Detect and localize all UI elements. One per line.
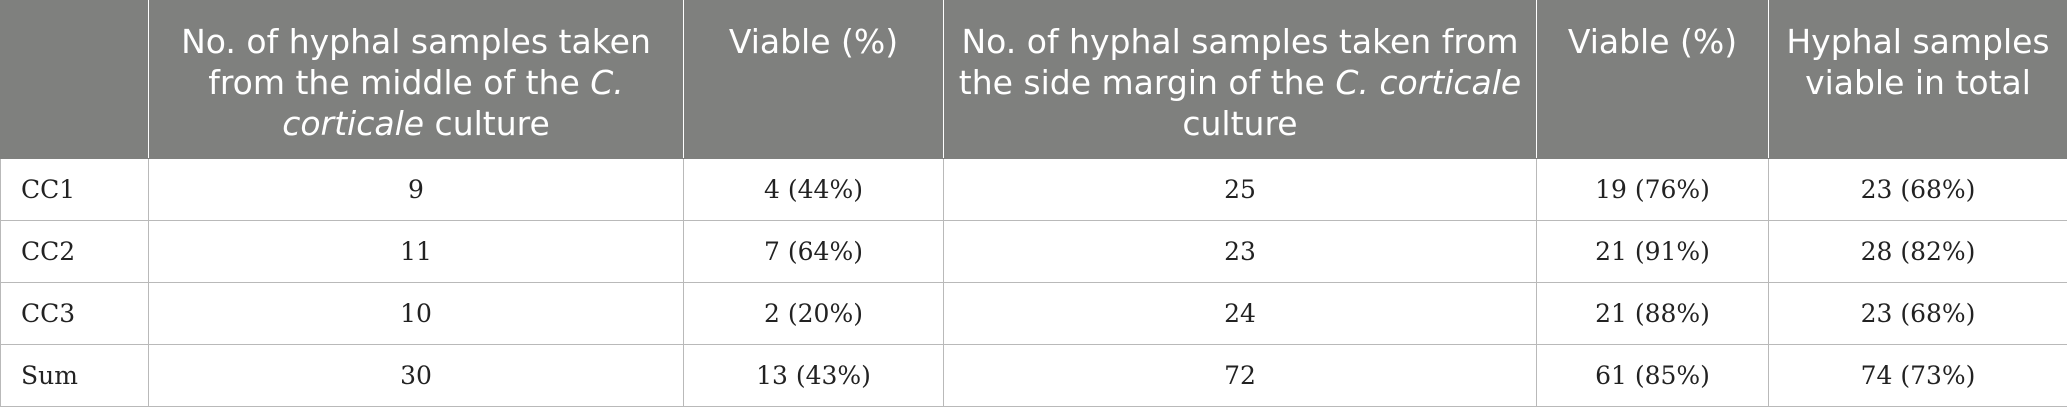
- row-label-cell: Sum: [0, 344, 149, 407]
- table-cell: 2 (20%): [683, 282, 944, 345]
- header-cell-row-label: [0, 0, 149, 159]
- header-cell-margin-viable: Viable (%): [1536, 0, 1769, 159]
- table-cell: 7 (64%): [683, 220, 944, 283]
- table-cell: 13 (43%): [683, 344, 944, 407]
- table-header: No. of hyphal samples taken from the mid…: [0, 0, 2067, 159]
- row-label-cell: CC1: [0, 158, 149, 221]
- viability-table: No. of hyphal samples taken from the mid…: [0, 0, 2067, 407]
- table-cell: 21 (88%): [1536, 282, 1769, 345]
- table-body: CC1 9 4 (44%) 25 19 (76%) 23 (68%) CC2 1…: [0, 158, 2067, 407]
- table-cell: 10: [148, 282, 684, 345]
- table-cell: 30: [148, 344, 684, 407]
- row-label-cell: CC2: [0, 220, 149, 283]
- table-cell: 21 (91%): [1536, 220, 1769, 283]
- table-cell: 25: [943, 158, 1537, 221]
- table-cell: 19 (76%): [1536, 158, 1769, 221]
- table-cell: 11: [148, 220, 684, 283]
- table-row: CC3 10 2 (20%) 24 21 (88%) 23 (68%): [0, 282, 2067, 345]
- table-cell: 28 (82%): [1768, 220, 2067, 283]
- table-cell: 23 (68%): [1768, 158, 2067, 221]
- table-cell: 23: [943, 220, 1537, 283]
- table-row: CC1 9 4 (44%) 25 19 (76%) 23 (68%): [0, 158, 2067, 221]
- table-cell: 4 (44%): [683, 158, 944, 221]
- data-table-container: No. of hyphal samples taken from the mid…: [0, 0, 2067, 407]
- table-cell: 9: [148, 158, 684, 221]
- header-row: No. of hyphal samples taken from the mid…: [0, 0, 2067, 159]
- table-cell: 61 (85%): [1536, 344, 1769, 407]
- table-cell: 24: [943, 282, 1537, 345]
- table-cell: 74 (73%): [1768, 344, 2067, 407]
- header-cell-middle-viable: Viable (%): [683, 0, 944, 159]
- table-cell: 23 (68%): [1768, 282, 2067, 345]
- row-label-cell: CC3: [0, 282, 149, 345]
- table-row: CC2 11 7 (64%) 23 21 (91%) 28 (82%): [0, 220, 2067, 283]
- table-row-sum: Sum 30 13 (43%) 72 61 (85%) 74 (73%): [0, 344, 2067, 407]
- header-cell-margin-samples: No. of hyphal samples taken from the sid…: [943, 0, 1537, 159]
- table-cell: 72: [943, 344, 1537, 407]
- header-cell-middle-samples: No. of hyphal samples taken from the mid…: [148, 0, 684, 159]
- header-cell-total-viable: Hyphal samples viable in total: [1768, 0, 2067, 159]
